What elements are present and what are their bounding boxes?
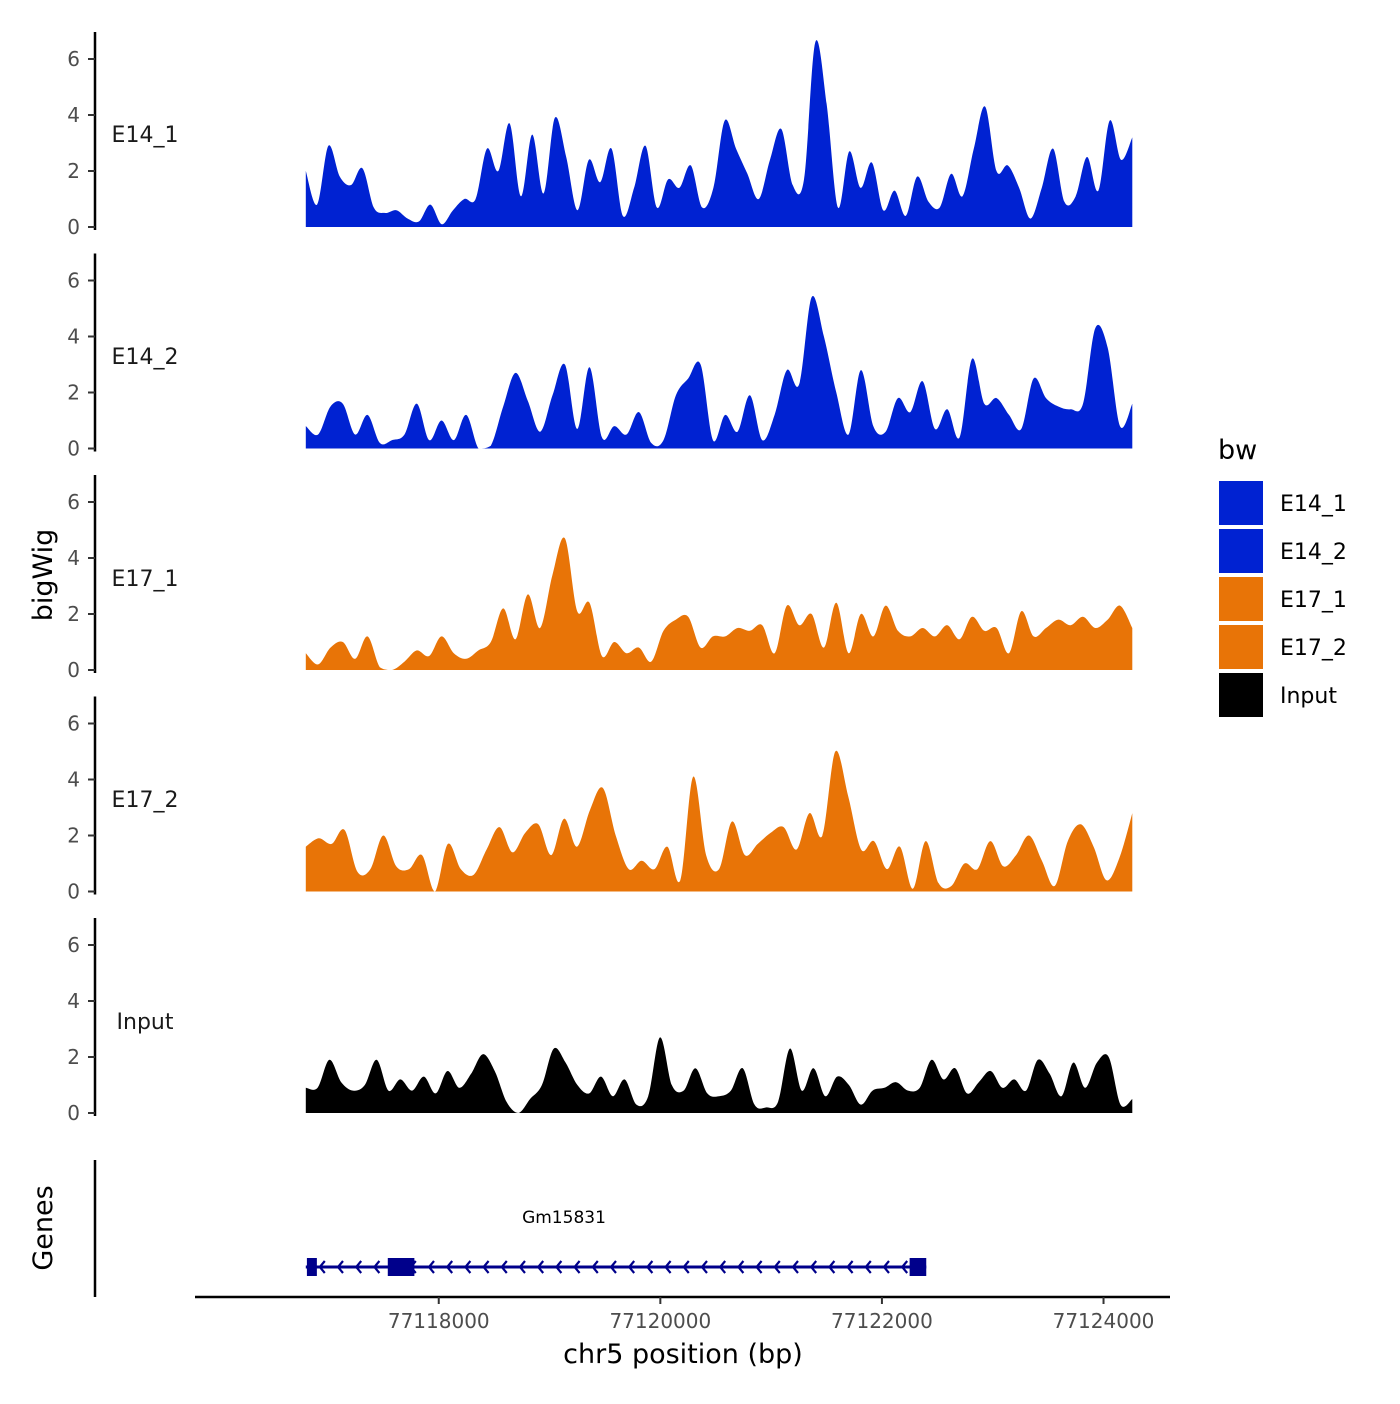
strand-arrow [645,1260,654,1274]
legend-label: E17_1 [1280,588,1347,613]
legend-label: E17_2 [1280,636,1347,661]
track-e14-2: 0 2 4 6 [67,253,1133,461]
strand-arrow [809,1260,818,1274]
coverage-area-e14-1 [305,40,1133,228]
legend-title: bw [1218,435,1257,466]
legend-label: E14_1 [1280,492,1347,517]
y-tick-label: 2 [67,602,80,626]
strand-arrow [518,1260,526,1274]
y-tick-label: 6 [67,269,80,293]
y-tick-label: 2 [67,381,80,405]
strand-arrow [864,1260,872,1274]
genes-axis-title: Genes [28,1185,59,1270]
strand-arrow [354,1260,363,1274]
y-tick-label: 0 [67,215,80,239]
track-label-e17-2: E17_2 [112,788,179,813]
strand-arrow [609,1260,617,1274]
legend-swatch [1217,527,1265,575]
strand-arrow [718,1260,727,1274]
gene-exon [306,1258,317,1276]
track-e17-2: 0 2 4 6 [67,696,1133,904]
y-axis-title: bigWig [28,529,59,622]
legend-label: E14_2 [1280,540,1347,565]
coverage-area-e14-2 [305,296,1133,449]
strand-arrow [736,1260,745,1274]
strand-arrow [554,1260,563,1274]
x-tick-label: 77118000 [388,1309,490,1333]
strand-arrow [427,1260,435,1274]
y-tick-label: 4 [67,103,80,127]
y-tick-label: 0 [67,880,80,904]
strand-arrow [827,1260,836,1274]
gene-label: Gm15831 [522,1208,606,1228]
strand-arrow [463,1260,472,1274]
y-tick-label: 4 [67,325,80,349]
strand-arrow [318,1260,326,1274]
x-axis-title: chr5 position (bp) [563,1339,803,1370]
strand-arrow [664,1260,672,1274]
strand-arrow [536,1260,545,1274]
strand-arrow [900,1260,909,1274]
track-label-e17-1: E17_1 [112,567,179,592]
strand-arrow [791,1260,799,1274]
x-tick-label: 77120000 [609,1309,711,1333]
track-e17-1: 0 2 4 6 [67,475,1133,682]
strand-arrow [627,1260,636,1274]
track-e14-1: 0 2 4 6 [67,32,1133,239]
strand-arrow [591,1260,599,1274]
y-tick-label: 0 [67,658,80,682]
y-tick-label: 6 [67,712,80,736]
legend-swatch [1217,623,1265,671]
y-tick-label: 4 [67,768,80,792]
legend-swatch [1217,479,1265,527]
track-label-e14-1: E14_1 [112,123,179,148]
strand-arrow [755,1260,763,1274]
x-tick-label: 77124000 [1053,1309,1155,1333]
x-tick-label: 77122000 [831,1309,933,1333]
track-label-e14-2: E14_2 [112,345,179,370]
legend-label: Input [1280,684,1337,709]
strand-arrow [336,1260,344,1274]
gene-exon [909,1258,927,1276]
strand-arrow [682,1260,690,1274]
strand-arrow [500,1260,508,1274]
y-tick-label: 2 [67,1045,80,1069]
strand-arrow [700,1260,708,1274]
y-tick-label: 4 [67,989,80,1013]
y-tick-label: 4 [67,546,80,570]
strand-arrow [372,1260,381,1274]
y-tick-label: 2 [67,159,80,183]
coverage-area-e17-1 [305,537,1133,670]
y-tick-label: 0 [67,437,80,461]
legend-swatch [1217,671,1265,719]
legend: E14_1 E14_2 E17_1 E17_2 Input [1217,479,1347,719]
coverage-area-e17-2 [305,750,1133,892]
y-tick-label: 2 [67,824,80,848]
strand-arrow [773,1260,781,1274]
strand-arrow [882,1260,890,1274]
y-tick-label: 6 [67,933,80,957]
y-tick-label: 0 [67,1101,80,1125]
y-tick-label: 6 [67,490,80,514]
track-label-input: Input [117,1010,174,1035]
strand-arrow [573,1260,581,1274]
strand-arrow [445,1260,454,1274]
strand-arrow [482,1260,490,1274]
legend-swatch [1217,575,1265,623]
coverage-area-input [305,1037,1133,1113]
y-tick-label: 6 [67,47,80,71]
gene-exon [387,1258,415,1276]
track-input: 0 2 4 6 [67,918,1133,1125]
gene-model [305,1258,927,1276]
strand-arrow [846,1260,854,1274]
